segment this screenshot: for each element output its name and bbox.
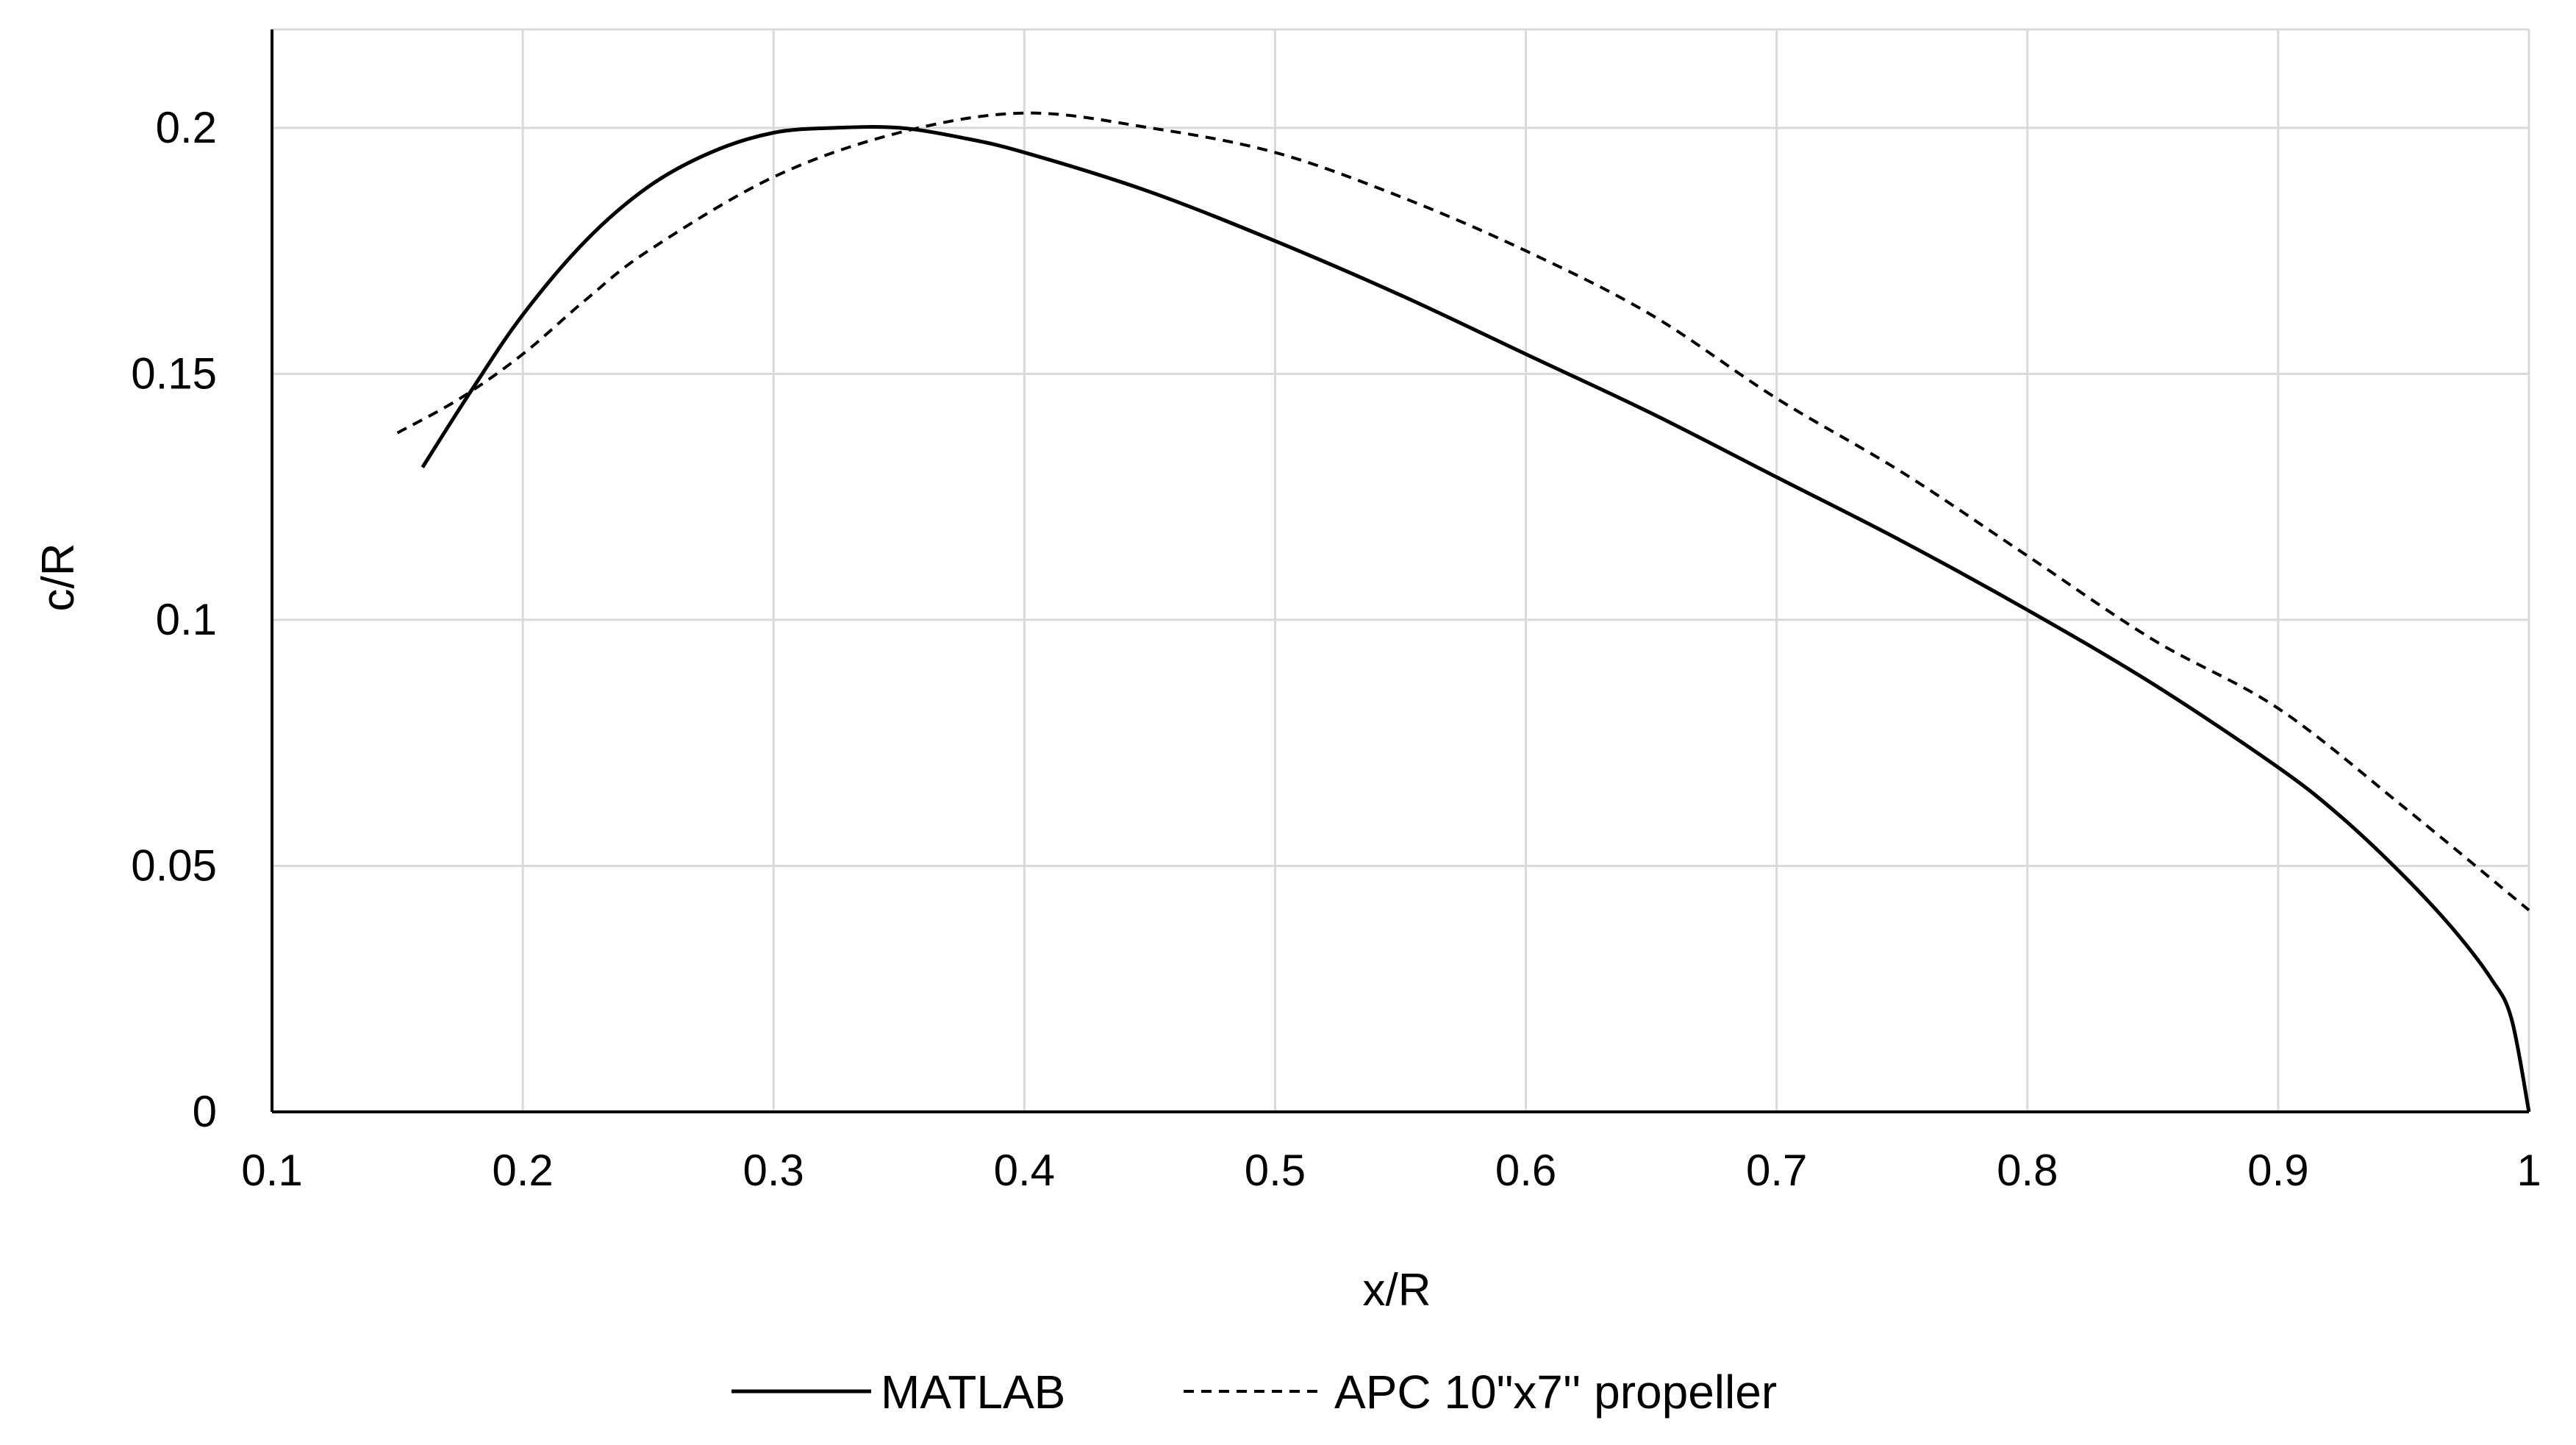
series-line-apc: [396, 111, 2530, 912]
x-tick-label: 0.2: [492, 1146, 553, 1195]
x-tick-label: 0.9: [2247, 1146, 2308, 1195]
legend-label-matlab: MATLAB: [881, 1366, 1065, 1419]
x-tick-label: 0.5: [1245, 1146, 1306, 1195]
series-layer: [396, 111, 2531, 1113]
y-tick-label: 0.05: [131, 841, 217, 890]
legend: MATLAB APC 10"x7'' propeller: [731, 1366, 1777, 1419]
y-tick-label: 0.2: [156, 103, 217, 152]
x-axis-title: x/R: [1363, 1265, 1431, 1316]
x-tick-label: 1: [2516, 1146, 2541, 1195]
x-tick-label: 0.6: [1495, 1146, 1556, 1195]
x-tick-label: 0.1: [241, 1146, 302, 1195]
y-axis-title: c/R: [33, 543, 84, 612]
y-tick-label: 0: [193, 1087, 217, 1136]
x-tick-label: 0.7: [1746, 1146, 1807, 1195]
x-tick-label: 0.3: [743, 1146, 804, 1195]
grid-layer: [272, 28, 2530, 1112]
x-tick-label: 0.8: [1997, 1146, 2058, 1195]
series-line-matlab: [421, 125, 2531, 1113]
legend-label-apc: APC 10"x7'' propeller: [1334, 1366, 1777, 1419]
axis-layer: [271, 29, 2529, 1113]
y-tick-label: 0.1: [156, 595, 217, 644]
x-tick-label: 0.4: [994, 1146, 1055, 1195]
y-tick-label: 0.15: [131, 349, 217, 398]
tick-label-layer: 0.1 0.2 0.3 0.4 0.5 0.6 0.7 0.8 0.9 1 0 0.05 0.1 0.15…: [131, 103, 2541, 1195]
